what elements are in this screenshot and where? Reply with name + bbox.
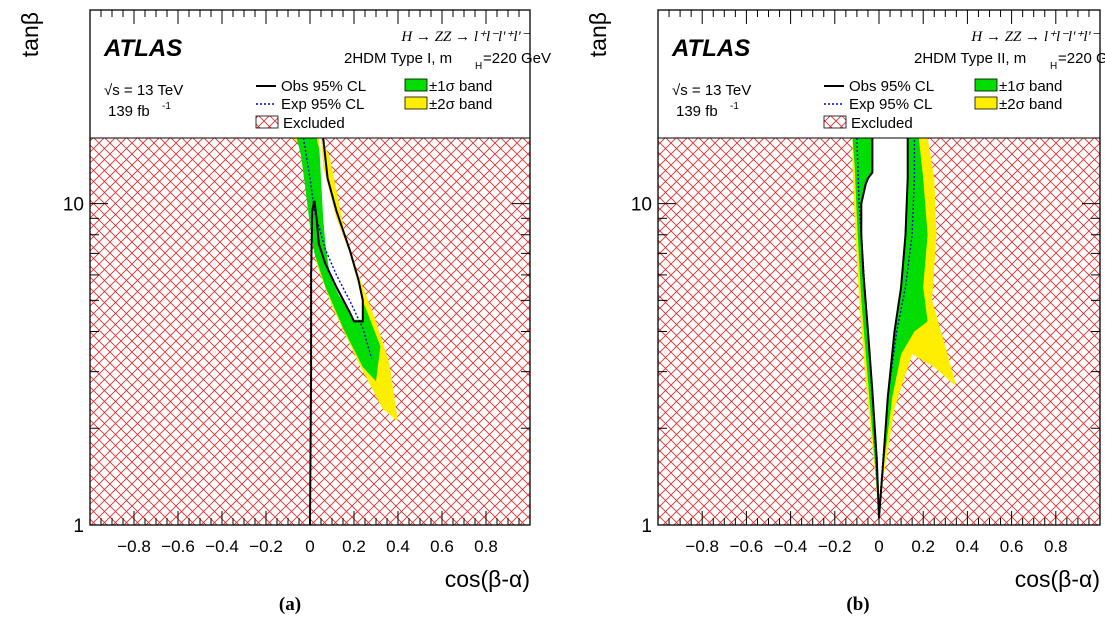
allowed-region xyxy=(861,138,908,519)
model-label: 2HDM Type II, m xyxy=(914,50,1026,67)
x-tick-label: −0.4 xyxy=(205,537,239,556)
legend-band2-label: ±2σ band xyxy=(429,96,492,113)
legend-excluded-swatch xyxy=(255,115,279,129)
chart-panel-b: −0.8 −0.6 −0.4 −0.2 0 0.2 0.4 0.6 0.8 1 10 cos(β-α)… xyxy=(585,9,1105,615)
x-tick-label: −0.6 xyxy=(730,537,764,556)
x-tick-label: 0.4 xyxy=(386,537,410,556)
legend-obs-label: Obs 95% CL xyxy=(849,78,934,95)
plot-area xyxy=(90,138,530,525)
lumi-exponent: -1 xyxy=(162,101,171,112)
x-tick-label: 0 xyxy=(874,537,883,556)
experiment-label: ATLAS xyxy=(103,35,182,62)
legend-band2-label: ±2σ band xyxy=(999,96,1062,113)
model-subscript: H xyxy=(1050,61,1057,72)
legend-band2-swatch xyxy=(404,96,428,110)
lumi-exponent: -1 xyxy=(730,101,739,112)
model-suffix: =220 GeV xyxy=(1058,50,1105,67)
x-tick-label: −0.4 xyxy=(774,537,808,556)
x-tick-label: 0.6 xyxy=(430,537,454,556)
observed-limit-line xyxy=(309,138,364,525)
x-tick-label: −0.2 xyxy=(249,537,283,556)
model-subscript: H xyxy=(475,61,482,72)
x-tick-label: 0.6 xyxy=(1000,537,1024,556)
legend-exp-label: Exp 95% CL xyxy=(281,96,364,113)
x-tick-label: −0.6 xyxy=(161,537,195,556)
legend-band1-label: ±1σ band xyxy=(999,78,1062,95)
x-tick-label: 0.8 xyxy=(474,537,498,556)
model-suffix: =220 GeV xyxy=(483,50,551,67)
process-label: H → ZZ → l⁺l⁻l'⁺l'⁻ xyxy=(970,29,1099,45)
x-tick-label: −0.8 xyxy=(117,537,151,556)
x-tick-label: 0 xyxy=(305,537,314,556)
x-tick-label: −0.2 xyxy=(818,537,852,556)
y-tick-label: 1 xyxy=(73,516,84,537)
allowed-region xyxy=(305,138,363,320)
x-tick-label: 0.4 xyxy=(956,537,980,556)
y-axis-title: tanβ xyxy=(585,12,611,57)
lumi-label: 139 fb xyxy=(108,103,150,120)
legend-excluded-label: Excluded xyxy=(283,115,345,132)
legend-exp-label: Exp 95% CL xyxy=(849,96,932,113)
x-tick-label: 0.2 xyxy=(911,537,935,556)
observed-limit-line xyxy=(860,138,880,519)
energy-label: √s = 13 TeV xyxy=(104,82,183,99)
model-label: 2HDM Type I, m xyxy=(344,50,452,67)
legend-excluded-label: Excluded xyxy=(851,115,913,132)
y-axis-title: tanβ xyxy=(17,12,43,57)
legend-band1-swatch xyxy=(974,78,998,92)
legend-band2-swatch xyxy=(974,96,998,110)
energy-label: √s = 13 TeV xyxy=(672,82,751,99)
x-tick-label: 0.8 xyxy=(1044,537,1068,556)
legend-band1-label: ±1σ band xyxy=(429,78,492,95)
chart-panel-a: −0.8 −0.6 −0.4 −0.2 0 0.2 0.4 0.6 0.8 1 10 cos(β-α)… xyxy=(17,9,551,615)
plot-area xyxy=(658,138,1100,525)
x-axis-title: cos(β-α) xyxy=(445,566,530,592)
legend-obs-label: Obs 95% CL xyxy=(281,78,366,95)
legend-band1-swatch xyxy=(404,78,428,92)
legend-excluded-swatch xyxy=(823,115,847,129)
x-tick-label: −0.8 xyxy=(685,537,719,556)
x-axis-title: cos(β-α) xyxy=(1015,566,1100,592)
panel-label: (a) xyxy=(279,594,301,615)
process-label: H → ZZ → l⁺l⁻l'⁺l'⁻ xyxy=(400,29,529,45)
observed-limit-line xyxy=(878,138,909,519)
y-tick-label: 10 xyxy=(631,195,652,216)
y-tick-label: 10 xyxy=(63,195,84,216)
y-tick-label: 1 xyxy=(641,516,652,537)
x-tick-label: 0.2 xyxy=(342,537,366,556)
panel-label: (b) xyxy=(846,594,869,615)
experiment-label: ATLAS xyxy=(671,35,750,62)
lumi-label: 139 fb xyxy=(676,103,718,120)
